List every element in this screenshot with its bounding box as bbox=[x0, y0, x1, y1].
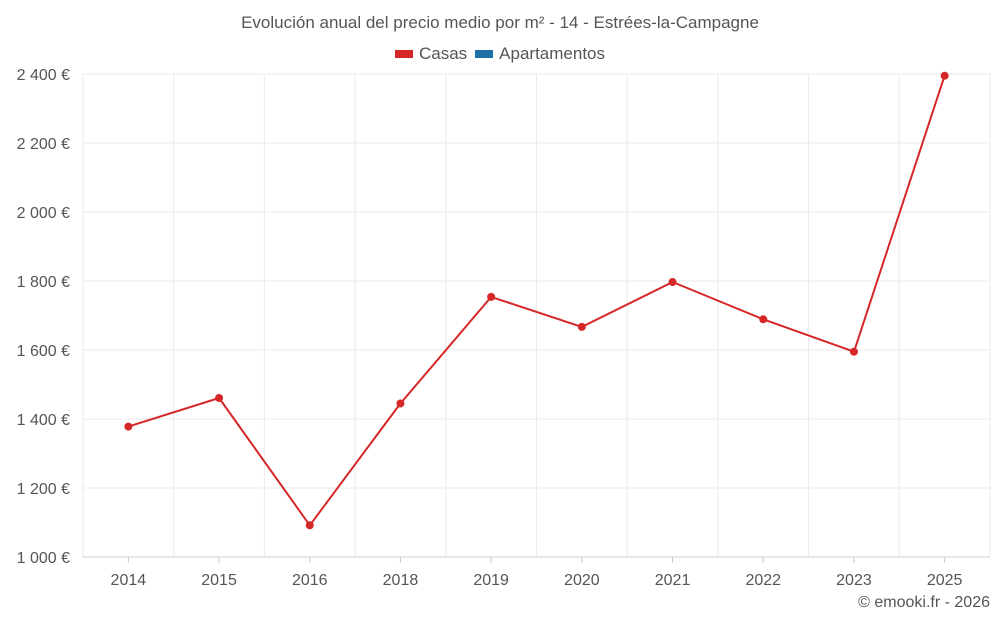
x-tick-label: 2022 bbox=[745, 572, 781, 589]
chart-title: Evolución anual del precio medio por m² … bbox=[241, 13, 759, 32]
data-point-casas bbox=[215, 393, 224, 402]
x-tick-label: 2020 bbox=[564, 572, 600, 589]
legend-swatch-apartamentos bbox=[475, 50, 494, 58]
legend-swatch-casas bbox=[394, 50, 413, 58]
x-tick-label: 2023 bbox=[836, 572, 872, 589]
x-tick-label: 2015 bbox=[201, 572, 237, 589]
data-point-casas bbox=[124, 422, 133, 431]
data-point-casas bbox=[759, 315, 768, 324]
grid-lines bbox=[82, 73, 991, 557]
y-tick-label: 1 800 € bbox=[17, 274, 70, 291]
y-tick-label: 1 200 € bbox=[17, 481, 70, 498]
legend-item-apartamentos[interactable]: Apartamentos bbox=[475, 44, 605, 64]
legend-label-apartamentos: Apartamentos bbox=[499, 44, 606, 63]
data-point-casas bbox=[849, 347, 858, 356]
data-point-casas bbox=[668, 278, 677, 287]
y-tick-label: 1 400 € bbox=[17, 412, 70, 429]
legend-label-casas: Casas bbox=[418, 44, 468, 63]
x-tick-label: 2014 bbox=[111, 572, 147, 589]
x-tick-label: 2016 bbox=[292, 572, 328, 589]
y-axis-ticks: 1 000 € 1 200 € 1 400 € 1 600 € 1 800 € 2 000… bbox=[17, 67, 70, 567]
x-tick-label: 2018 bbox=[383, 572, 419, 589]
x-tick-label: 2019 bbox=[473, 572, 509, 589]
axes bbox=[83, 556, 990, 563]
data-point-casas bbox=[487, 292, 496, 301]
legend: Casas Apartamentos bbox=[0, 44, 1000, 64]
data-point-casas bbox=[940, 71, 949, 80]
x-axis-ticks: 2014 2015 2016 2018 2019 2020 2021 2022 2023 2025 bbox=[111, 572, 963, 589]
data-point-casas bbox=[305, 521, 314, 530]
x-tick-label: 2025 bbox=[927, 572, 963, 589]
y-tick-label: 2 400 € bbox=[17, 67, 70, 84]
y-tick-label: 1 600 € bbox=[17, 343, 70, 360]
data-point-casas bbox=[577, 322, 586, 331]
y-tick-label: 1 000 € bbox=[17, 550, 70, 567]
x-tick-label: 2021 bbox=[655, 572, 691, 589]
series-line-casas bbox=[127, 75, 946, 527]
y-tick-label: 2 000 € bbox=[17, 205, 70, 222]
legend-item-casas[interactable]: Casas bbox=[394, 44, 468, 64]
series-layer bbox=[124, 71, 949, 530]
credit-text: © emooki.fr - 2026 bbox=[858, 594, 990, 611]
data-point-casas bbox=[396, 399, 405, 408]
y-tick-label: 2 200 € bbox=[17, 136, 70, 153]
